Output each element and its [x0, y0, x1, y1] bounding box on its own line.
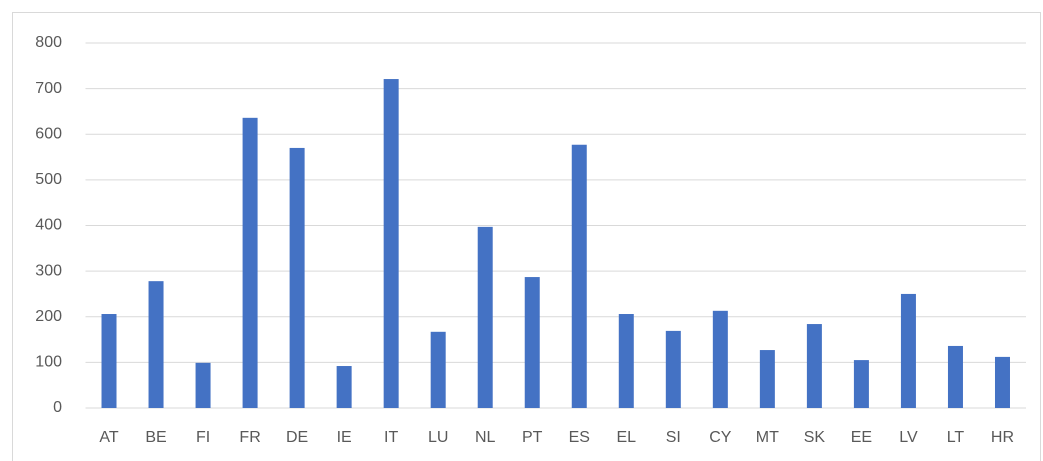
x-tick-label: BE: [145, 429, 166, 446]
bar: [195, 362, 211, 408]
x-tick-label: SI: [666, 429, 681, 446]
x-tick-label: LT: [947, 429, 965, 446]
bar: [853, 360, 869, 408]
bar: [947, 345, 963, 408]
y-tick-label: 600: [35, 125, 62, 142]
bar: [994, 356, 1010, 408]
y-tick-label: 100: [35, 354, 62, 371]
x-tick-label: LU: [428, 429, 448, 446]
x-tick-label: IT: [384, 429, 398, 446]
bar: [618, 314, 634, 408]
x-tick-label: PT: [522, 429, 543, 446]
x-tick-label: NL: [475, 429, 496, 446]
x-tick-label: FI: [196, 429, 210, 446]
y-tick-label: 400: [35, 217, 62, 234]
bar: [665, 330, 681, 408]
y-tick-label: 300: [35, 262, 62, 279]
x-tick-label: IE: [337, 429, 352, 446]
bar: [477, 226, 493, 408]
bar: [806, 324, 822, 408]
x-tick-label: AT: [99, 429, 118, 446]
bar: [289, 147, 305, 408]
x-tick-label: HR: [991, 429, 1014, 446]
bar: [148, 281, 164, 408]
bar: [900, 293, 916, 408]
x-tick-label: ES: [569, 429, 590, 446]
bar: [571, 144, 587, 408]
bar: [524, 277, 540, 408]
bar: [101, 314, 117, 408]
x-tick-label: LV: [899, 429, 918, 446]
bar: [336, 366, 352, 408]
bar: [759, 350, 775, 408]
y-tick-label: 200: [35, 308, 62, 325]
bar: [430, 331, 446, 408]
y-tick-label: 0: [53, 399, 62, 416]
y-tick-label: 700: [35, 80, 62, 97]
bar: [242, 117, 258, 408]
bar: [712, 310, 728, 408]
x-tick-label: CY: [709, 429, 732, 446]
x-tick-label: EE: [851, 429, 872, 446]
y-tick-label: 800: [35, 34, 62, 51]
x-tick-label: FR: [239, 429, 260, 446]
x-tick-label: MT: [756, 429, 779, 446]
x-tick-label: SK: [804, 429, 826, 446]
x-tick-label: EL: [616, 429, 636, 446]
x-tick-label: DE: [286, 429, 308, 446]
y-tick-label: 500: [35, 171, 62, 188]
bar: [383, 79, 399, 408]
